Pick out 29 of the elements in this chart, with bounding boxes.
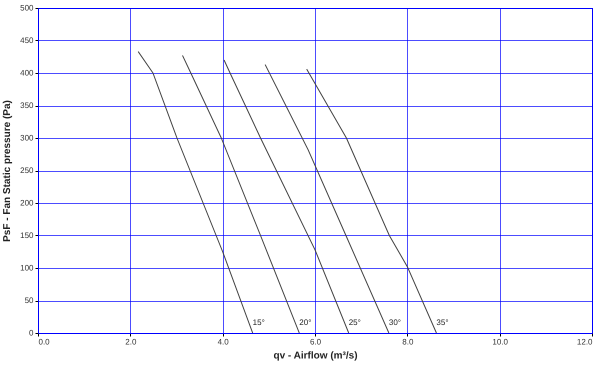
y-tick-label: 500 xyxy=(20,4,34,12)
y-axis-title: PsF - Fan Static pressure (Pa) xyxy=(2,100,14,242)
line-series xyxy=(264,64,390,333)
y-tick-label: 100 xyxy=(20,264,34,272)
x-tick-label: 4.0 xyxy=(218,338,230,346)
x-tick-label: 12.0 xyxy=(576,338,594,346)
y-tick-label: 200 xyxy=(20,198,34,208)
x-tick-label: 2.0 xyxy=(125,338,137,346)
y-tick-label: 0 xyxy=(29,328,34,338)
x-tick-label: 10.0 xyxy=(492,338,508,346)
series-label: 30° xyxy=(388,318,401,327)
series-label: 15° xyxy=(252,318,265,327)
x-tick-label: 0.0 xyxy=(38,338,50,346)
y-tick-label: 150 xyxy=(20,231,34,240)
x-tick-label: 8.0 xyxy=(402,338,414,346)
series-label: 25° xyxy=(348,318,361,327)
y-tick-label: 50 xyxy=(24,296,34,305)
line-series xyxy=(224,60,350,333)
x-axis-title: qv - Airflow (m³/s) xyxy=(273,350,358,362)
y-tick-label: 350 xyxy=(20,101,34,110)
x-tick-label: 6.0 xyxy=(310,338,322,346)
y-tick-label: 300 xyxy=(20,134,34,142)
line-series xyxy=(182,54,300,333)
y-tick-label: 450 xyxy=(20,36,34,45)
y-tick-label: 400 xyxy=(20,68,34,78)
series-label: 20° xyxy=(299,318,312,327)
line-series xyxy=(138,51,254,333)
y-tick-label: 250 xyxy=(20,166,34,175)
series-label: 35° xyxy=(436,318,449,327)
